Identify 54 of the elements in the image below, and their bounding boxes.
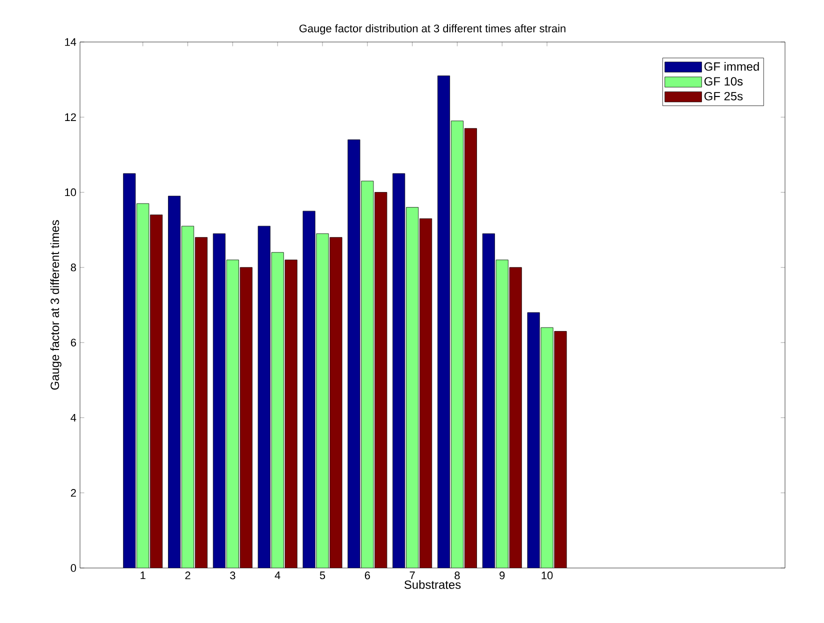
x-tick-label: 2 [185,572,190,580]
bar [240,267,252,568]
bar [482,233,495,568]
bar [271,252,284,568]
bar [496,260,508,568]
bar [464,128,477,568]
y-tick-label: 4 [70,414,76,422]
bar [420,218,432,568]
bar [194,237,208,568]
bar [527,312,540,568]
bar [554,331,567,568]
y-tick-label: 2 [70,489,76,497]
x-tick-label: 1 [140,572,146,580]
bar [258,226,270,568]
chart-title: Gauge factor distribution at 3 different times after strain [299,24,566,34]
legend-label: GF immed [704,62,759,71]
y-tick-label: 0 [70,564,76,572]
bar [123,173,136,568]
bar [361,180,374,568]
y-tick-label: 12 [65,113,76,121]
bar [330,237,342,568]
bar [509,267,522,568]
x-tick-label: 5 [320,572,326,580]
bar [374,192,388,568]
y-tick-label: 14 [65,38,76,46]
bar [450,120,464,568]
bar [212,233,226,568]
x-tick-label: 8 [454,572,460,580]
x-axis-title: Substrates [404,580,461,589]
legend-label: GF 25s [704,92,743,100]
bar [302,210,316,568]
y-tick-label: 8 [70,264,76,272]
bar [284,260,298,568]
bar [316,233,329,568]
x-tick-label: 10 [542,572,553,580]
x-tick-label: 7 [410,572,415,580]
x-tick-label: 4 [274,572,280,580]
x-tick-label: 3 [230,572,236,580]
x-tick-label: 9 [500,572,505,580]
bar [136,203,150,568]
x-tick-label: 6 [364,572,370,580]
bar [540,327,554,568]
bar [226,260,239,568]
bar [182,226,194,568]
y-tick-label: 6 [70,338,76,346]
bar [150,214,163,568]
bar [348,139,360,568]
bar [168,196,181,568]
y-tick-label: 10 [65,188,76,196]
bar [392,173,406,568]
y-axis-title: Gauge factor at 3 different times [50,220,62,390]
bar [406,207,419,568]
bar [437,76,450,568]
legend-label: GF 10s [704,77,743,86]
